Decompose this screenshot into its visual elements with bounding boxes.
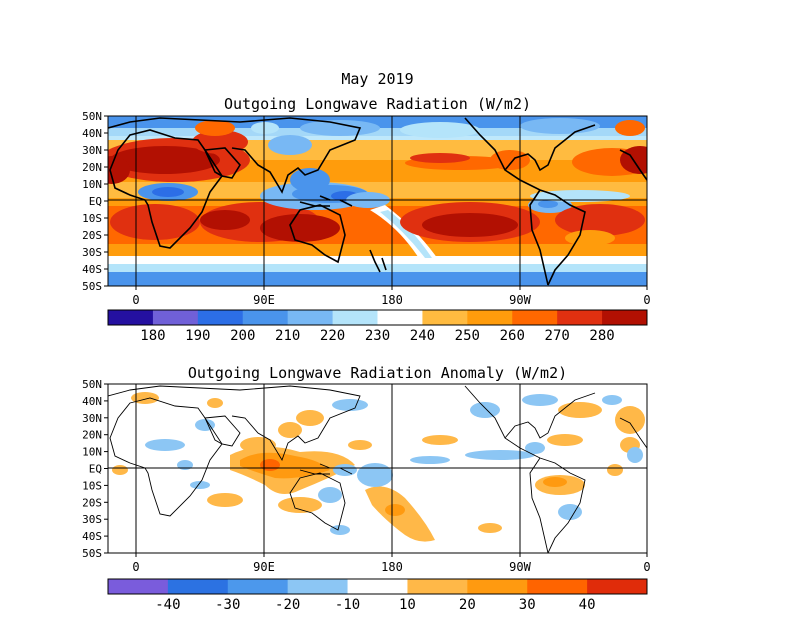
lon-tick-label: 0 — [643, 560, 650, 574]
colorbar-swatch — [332, 310, 378, 325]
lat-tick-label: 10N — [82, 178, 102, 191]
lat-tick-label: 50S — [82, 280, 102, 293]
lon-tick-label: 0 — [132, 293, 139, 307]
top-chart-title: Outgoing Longwave Radiation (W/m2) — [224, 95, 531, 113]
bottom-map-panel: 50N 40N 30N 20N 10N EQ 10S 20S 30S 40S 50S 0 90E 180… — [82, 378, 650, 574]
bottom-lon-axis: 0 90E 180 90W 0 — [132, 553, 651, 574]
colorbar-label: 30 — [519, 597, 536, 613]
colorbar-label: 220 — [320, 328, 345, 344]
top-coastlines — [108, 117, 647, 286]
figure-date-title: May 2019 — [341, 70, 413, 88]
lat-tick-label: EQ — [89, 463, 102, 476]
colorbar-label: 240 — [410, 328, 435, 344]
lat-tick-label: 20S — [82, 496, 102, 509]
colorbar-swatch — [108, 310, 154, 325]
colorbar-swatch — [512, 310, 558, 325]
colorbar-frame — [107, 578, 648, 595]
top-map-panel: 50N 40N 30N 20N 10N EQ 10S 20S 30S 40S 50S 0 90E 180… — [82, 110, 651, 307]
colorbar-swatch — [167, 579, 229, 594]
lat-tick-label: 10S — [82, 212, 102, 225]
lat-tick-label: 40S — [82, 530, 102, 543]
bottom-lat-axis: 50N 40N 30N 20N 10N EQ 10S 20S 30S 40S 50S — [82, 378, 108, 560]
colorbar-swatch — [467, 310, 513, 325]
colorbar-label: 270 — [545, 328, 570, 344]
colorbar-label: 200 — [230, 328, 255, 344]
colorbar-swatch — [422, 310, 468, 325]
bottom-chart-title: Outgoing Longwave Radiation Anomaly (W/m… — [188, 364, 567, 382]
colorbar-swatch — [557, 310, 603, 325]
lat-tick-label: EQ — [89, 195, 102, 208]
lat-tick-label: 30S — [82, 513, 102, 526]
colorbar-label: 260 — [500, 328, 525, 344]
colorbar-swatch — [152, 310, 199, 325]
bottom-grid — [108, 384, 647, 553]
colorbar-label: 20 — [459, 597, 476, 613]
top-grid — [108, 116, 647, 286]
lon-tick-label: 0 — [643, 293, 650, 307]
colorbar-label: 190 — [185, 328, 210, 344]
bottom-colorbar: -40 -30 -20 -10 10 20 30 40 — [107, 578, 648, 613]
colorbar-swatch — [602, 310, 648, 325]
top-colorbar: 180 190 200 210 220 230 240 250 260 270 280 — [107, 309, 648, 344]
lat-tick-label: 20S — [82, 229, 102, 242]
lat-tick-label: 30S — [82, 246, 102, 259]
lon-tick-label: 90E — [253, 560, 275, 574]
lat-tick-label: 20N — [82, 429, 102, 442]
colorbar-swatch — [108, 579, 169, 594]
top-lat-axis: 50N 40N 30N 20N 10N EQ 10S 20S 30S 40S 50S — [82, 110, 108, 293]
colorbar-swatch — [287, 579, 349, 594]
colorbar-label: 210 — [275, 328, 300, 344]
colorbar-swatch — [587, 579, 648, 594]
top-lon-axis: 0 90E 180 90W 0 — [132, 286, 651, 307]
lat-tick-label: 30N — [82, 412, 102, 425]
lat-tick-label: 40N — [82, 127, 102, 140]
colorbar-swatch — [527, 579, 588, 594]
lat-tick-label: 50S — [82, 547, 102, 560]
colorbar-swatch — [347, 579, 408, 594]
colorbar-swatch — [242, 310, 289, 325]
colorbar-swatch — [377, 310, 423, 325]
lon-tick-label: 90W — [509, 293, 531, 307]
colorbar-label: -40 — [155, 597, 180, 613]
colorbar-label: 180 — [140, 328, 165, 344]
colorbar-swatch — [227, 579, 289, 594]
colorbar-label: -30 — [215, 597, 240, 613]
colorbar-label: -20 — [275, 597, 300, 613]
lat-tick-label: 10N — [82, 446, 102, 459]
lon-tick-label: 180 — [381, 560, 403, 574]
lon-tick-label: 90E — [253, 293, 275, 307]
bottom-anomaly-field — [112, 392, 645, 542]
colorbar-swatch — [467, 579, 528, 594]
lat-tick-label: 50N — [82, 378, 102, 391]
lat-tick-label: 40N — [82, 395, 102, 408]
colorbar-label: 40 — [579, 597, 596, 613]
lat-tick-label: 50N — [82, 110, 102, 123]
colorbar-label: 250 — [455, 328, 480, 344]
lat-tick-label: 40S — [82, 263, 102, 276]
top-olr-field — [108, 116, 647, 286]
colorbar-swatch — [197, 310, 244, 325]
colorbar-label: 280 — [589, 328, 614, 344]
colorbar-swatch — [407, 579, 468, 594]
colorbar-label: -10 — [335, 597, 360, 613]
colorbar-label: 10 — [399, 597, 416, 613]
lat-tick-label: 30N — [82, 144, 102, 157]
colorbar-frame — [107, 309, 648, 326]
lon-tick-label: 180 — [381, 293, 403, 307]
lon-tick-label: 0 — [132, 560, 139, 574]
lat-tick-label: 20N — [82, 161, 102, 174]
lat-tick-label: 10S — [82, 479, 102, 492]
lon-tick-label: 90W — [509, 560, 531, 574]
bottom-coastlines — [108, 385, 647, 553]
colorbar-label: 230 — [365, 328, 390, 344]
colorbar-swatch — [287, 310, 334, 325]
